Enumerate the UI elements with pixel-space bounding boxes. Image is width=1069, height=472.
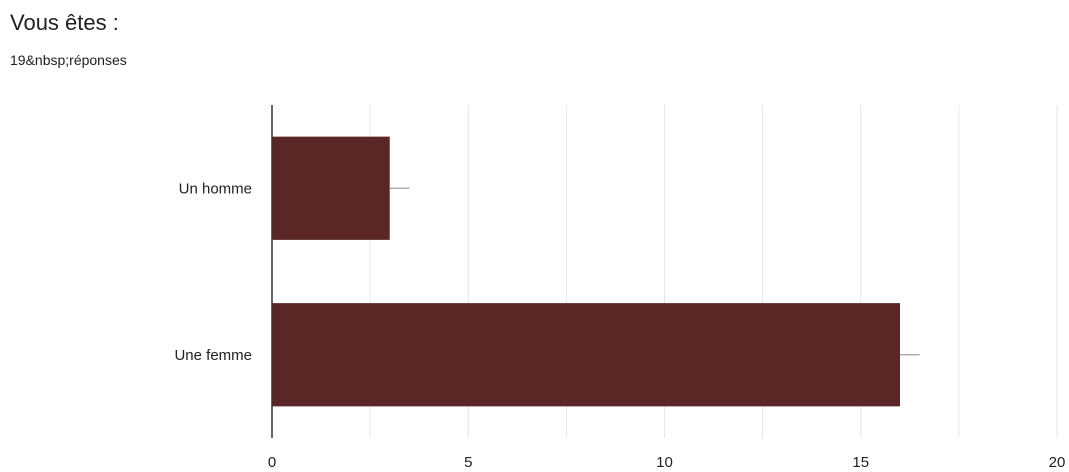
- x-tick-label: 20: [1049, 454, 1066, 471]
- response-count: 19&nbsp;réponses: [10, 52, 127, 68]
- error-bars: [389, 187, 920, 356]
- question-title: Vous êtes :: [10, 10, 119, 35]
- bars: [272, 136, 900, 407]
- x-tick-label: 5: [464, 454, 472, 471]
- x-tick-label: 0: [268, 454, 276, 471]
- bar-une-femme: [272, 303, 900, 407]
- bar-un-homme: [272, 136, 390, 240]
- category-label: Un homme: [179, 180, 252, 197]
- x-tick-labels: 0 5 10 15 20: [268, 454, 1066, 471]
- category-label: Une femme: [174, 347, 252, 364]
- x-tick-label: 10: [656, 454, 673, 471]
- category-labels: Un homme Une femme: [174, 180, 252, 364]
- x-tick-label: 15: [852, 454, 869, 471]
